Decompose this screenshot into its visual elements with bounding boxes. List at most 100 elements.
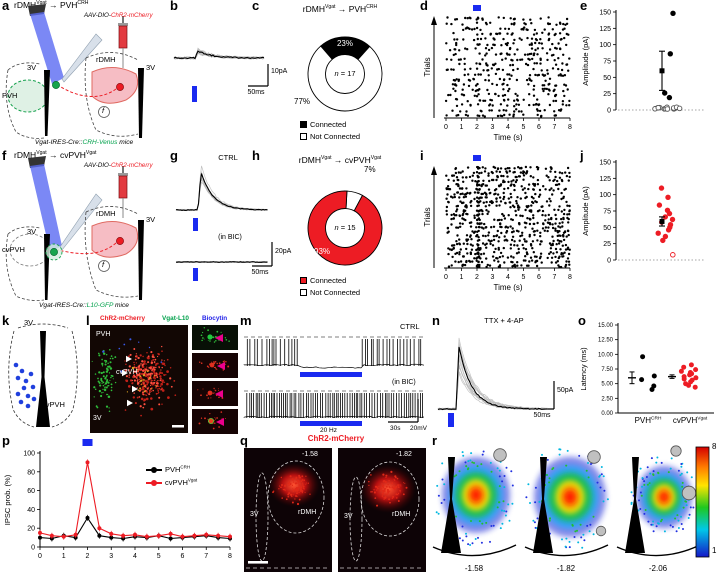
data-point xyxy=(662,214,668,220)
stim-bar xyxy=(82,439,93,446)
x-tick-label: 2 xyxy=(86,553,90,560)
data-point xyxy=(687,372,693,378)
brain-boundary xyxy=(616,544,701,557)
series-point xyxy=(168,531,173,536)
axis-arrow-icon xyxy=(431,16,437,25)
x-axis-label: Time (s) xyxy=(493,283,522,292)
channel-gfp-label: Vgat-L10 xyxy=(162,315,189,322)
sweep-trace xyxy=(437,342,548,411)
series-point xyxy=(85,515,90,520)
cell-body xyxy=(208,418,215,425)
fornix-icon xyxy=(587,450,601,464)
sweep-trace xyxy=(437,337,548,411)
micrograph xyxy=(90,325,238,434)
rdmh-label: rDMH xyxy=(96,55,116,64)
panel-letter-m: m xyxy=(240,313,252,328)
y-tick-label: 0 xyxy=(607,108,611,115)
x-tick-label: 8 xyxy=(228,553,232,560)
series-point xyxy=(180,534,185,539)
mean-trace xyxy=(176,261,268,263)
membrane-trace xyxy=(243,363,425,369)
third-ventricle-left xyxy=(44,234,50,300)
channel-biocytin-label: Biocytin xyxy=(202,315,228,322)
data-point xyxy=(662,233,669,240)
current-clamp-traces xyxy=(243,336,425,426)
ap-label: -2.06 xyxy=(648,564,668,573)
series-point xyxy=(133,532,137,537)
stim-freq-label: 20 Hz xyxy=(320,427,337,434)
stim-bar xyxy=(193,218,198,231)
brain-boundary xyxy=(524,544,609,557)
v3-label: 3V xyxy=(146,63,156,72)
series-point xyxy=(97,533,102,538)
legend-connected: Connected xyxy=(300,276,346,285)
cell-body xyxy=(209,362,215,368)
light-beam-icon xyxy=(30,12,64,84)
group-label-cvpvh: cvPVHVgat xyxy=(672,416,708,425)
series-line xyxy=(39,462,231,538)
panel-letter-h: h xyxy=(252,148,260,163)
third-ventricle xyxy=(625,457,645,553)
pct-not-connected-label: 77% xyxy=(294,97,311,106)
series-point xyxy=(156,533,161,538)
panel-letter-r: r xyxy=(432,433,438,448)
data-point-open xyxy=(676,105,683,112)
panel-c-title: rDMHVgat → PVHCRH xyxy=(302,4,378,14)
y-tick-label: 125 xyxy=(599,176,611,183)
condition-bic-label: (in BIC) xyxy=(392,379,416,386)
panel-n: n TTX + 4-AP 50pA 50ms xyxy=(430,313,578,435)
green-neuron-icon xyxy=(52,81,60,89)
panel-r: r 8 1 -1.58 -1.82 -2.06 xyxy=(430,433,720,579)
y-tick-label: 20 xyxy=(27,526,35,533)
panel-letter-d: d xyxy=(420,0,428,13)
panel-m: m CTRL (in BIC) 20 Hz 30s 20mV xyxy=(238,313,434,435)
x-tick-label: 1 xyxy=(460,124,464,131)
pipette-icon xyxy=(61,33,103,83)
fornix-icon xyxy=(98,260,110,272)
v3-label: 3V xyxy=(250,511,259,518)
y-axis-label: Trials xyxy=(423,57,432,76)
legend-swatch xyxy=(300,121,307,128)
fluorescence-speckles xyxy=(91,338,177,417)
x-tick-label: 0 xyxy=(444,274,448,281)
fiber-density-heatmaps xyxy=(432,445,710,558)
data-point xyxy=(670,10,676,16)
y-tick-label: 125 xyxy=(599,26,611,33)
legend-connected: Connected xyxy=(300,120,346,129)
panel-letter-b: b xyxy=(170,0,178,13)
v3-label: 3V xyxy=(344,513,353,520)
data-point-open xyxy=(655,104,662,111)
panel-k: k 3V cvPVH xyxy=(0,313,88,435)
fornix-label: f xyxy=(102,106,105,115)
y-tick-label: 50 xyxy=(603,75,611,82)
x-tick-label: 6 xyxy=(537,274,541,281)
y-tick-label: 100 xyxy=(599,192,611,199)
rdmh-outline xyxy=(267,460,325,534)
y-tick-label: 0 xyxy=(607,258,611,265)
colorbar xyxy=(695,446,710,558)
mean-trace xyxy=(173,50,265,60)
series-point xyxy=(216,533,221,538)
cell-body xyxy=(207,334,213,340)
x-tick-label: 3 xyxy=(491,274,495,281)
series-point xyxy=(49,533,54,538)
cvpvh-label: cvPVH xyxy=(116,369,138,376)
y-tick-label: 0 xyxy=(31,545,35,552)
series-point xyxy=(38,530,42,535)
panel-j: j 0 25 50 75 100 125 150 Amplitude (pA) xyxy=(578,148,720,312)
stim-bar xyxy=(300,421,362,426)
stim-bar xyxy=(300,372,362,377)
series-point xyxy=(144,534,149,539)
scale-label-h: 50ms xyxy=(247,89,265,96)
x-tick-label: 2 xyxy=(475,124,479,131)
stim-bar xyxy=(448,413,454,427)
mean-trace xyxy=(176,173,268,211)
fornix-icon xyxy=(670,445,682,457)
amplitude-plot-cvpvh: 0 25 50 75 100 125 150 Amplitude (pA) xyxy=(581,160,704,265)
panel-f-title: rDMHVgat → cvPVHVgat xyxy=(14,150,97,160)
stim-bar xyxy=(473,155,481,161)
series-point xyxy=(192,533,197,538)
data-point xyxy=(693,367,699,373)
rdmh-outline xyxy=(360,461,420,537)
heatmap-section xyxy=(432,448,517,557)
